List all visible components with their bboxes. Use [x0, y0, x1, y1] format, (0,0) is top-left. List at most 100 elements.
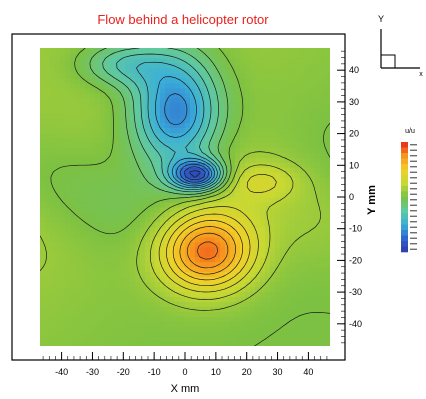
heatmap-cell [220, 276, 226, 283]
heatmap-cell [65, 306, 71, 312]
heatmap-cell [55, 62, 61, 69]
heatmap-cell [165, 147, 171, 153]
heatmap-cell [250, 336, 256, 342]
heatmap-cell [255, 102, 261, 109]
heatmap-cell [115, 117, 121, 124]
heatmap-cell [90, 211, 96, 218]
heatmap-cell [40, 221, 46, 228]
heatmap-cell [240, 241, 246, 248]
heatmap-cell [110, 117, 116, 124]
heatmap-cell [85, 77, 91, 84]
heatmap-cell [220, 206, 226, 213]
heatmap-cell [70, 157, 76, 163]
heatmap-cell [325, 197, 330, 203]
heatmap-cell [190, 306, 196, 312]
heatmap-cell [40, 236, 46, 243]
heatmap-cell [150, 187, 156, 193]
heatmap-cell [290, 311, 296, 317]
heatmap-cell [205, 321, 211, 327]
heatmap-cell [60, 281, 66, 287]
heatmap-cell [200, 67, 206, 74]
heatmap-cell [130, 281, 136, 287]
heatmap-cell [185, 226, 191, 233]
heatmap-cell [125, 92, 131, 99]
heatmap-cell [75, 102, 81, 109]
heatmap-cell [170, 276, 176, 283]
heatmap-cell [300, 301, 306, 307]
heatmap-cell [85, 261, 91, 268]
heatmap-cell [80, 197, 86, 203]
heatmap-cell [150, 201, 156, 208]
heatmap-cell [160, 112, 166, 119]
heatmap-cell [320, 97, 326, 104]
heatmap-cell [225, 286, 231, 292]
heatmap-cell [130, 201, 136, 208]
heatmap-cell [310, 102, 316, 109]
heatmap-cell [240, 157, 246, 163]
colorbar-swatch [401, 180, 408, 187]
heatmap-cell [205, 72, 211, 79]
heatmap-cell [115, 127, 121, 134]
heatmap-cell [270, 226, 276, 233]
heatmap-cell [225, 77, 231, 84]
heatmap-cell [95, 157, 101, 163]
heatmap-cell [145, 241, 151, 248]
heatmap-cell [85, 206, 91, 213]
heatmap-cell [255, 336, 261, 342]
heatmap-cell [190, 271, 196, 278]
heatmap-cell [150, 167, 156, 173]
heatmap-cell [315, 127, 321, 134]
heatmap-cell [90, 341, 96, 346]
heatmap-cell [320, 152, 326, 158]
heatmap-cell [200, 192, 206, 198]
heatmap-cell [315, 266, 321, 273]
heatmap-cell [55, 326, 61, 332]
heatmap-cell [65, 167, 71, 173]
heatmap-cell [45, 241, 51, 248]
heatmap-cell [50, 331, 56, 337]
heatmap-cell [160, 137, 166, 143]
heatmap-cell [170, 127, 176, 134]
heatmap-cell [40, 67, 46, 74]
heatmap-cell [325, 122, 330, 129]
heatmap-cell [320, 182, 326, 188]
heatmap-cell [115, 52, 121, 59]
heatmap-cell [120, 336, 126, 342]
heatmap-cell [75, 266, 81, 273]
heatmap-cell [165, 182, 171, 188]
heatmap-cell [255, 197, 261, 203]
heatmap-cell [320, 306, 326, 312]
heatmap-cell [95, 102, 101, 109]
heatmap-cell [45, 216, 51, 223]
heatmap-cell [170, 236, 176, 243]
heatmap-cell [315, 211, 321, 218]
heatmap-cell [55, 147, 61, 153]
heatmap-cell [120, 241, 126, 248]
heatmap-cell [160, 117, 166, 124]
heatmap-cell [315, 48, 321, 54]
heatmap-cell [85, 301, 91, 307]
heatmap-cell [295, 301, 301, 307]
heatmap-cell [80, 216, 86, 223]
heatmap-cell [190, 142, 196, 148]
heatmap-cell [285, 157, 291, 163]
heatmap-cell [285, 341, 291, 346]
heatmap-cell [305, 182, 311, 188]
heatmap-cell [125, 236, 131, 243]
heatmap-cell [150, 231, 156, 238]
heatmap-cell [270, 87, 276, 94]
heatmap-cell [230, 152, 236, 158]
contour-line [136, 61, 218, 189]
heatmap-cell [270, 107, 276, 114]
heatmap-cell [210, 137, 216, 143]
heatmap-cell [230, 48, 236, 54]
heatmap-cell [265, 306, 271, 312]
heatmap-cell [40, 107, 46, 114]
heatmap-cell [50, 236, 56, 243]
heatmap-cell [115, 201, 121, 208]
heatmap-cell [300, 82, 306, 89]
heatmap-cell [315, 301, 321, 307]
contour-line [158, 173, 277, 293]
heatmap-cell [170, 142, 176, 148]
heatmap-cell [230, 341, 236, 346]
